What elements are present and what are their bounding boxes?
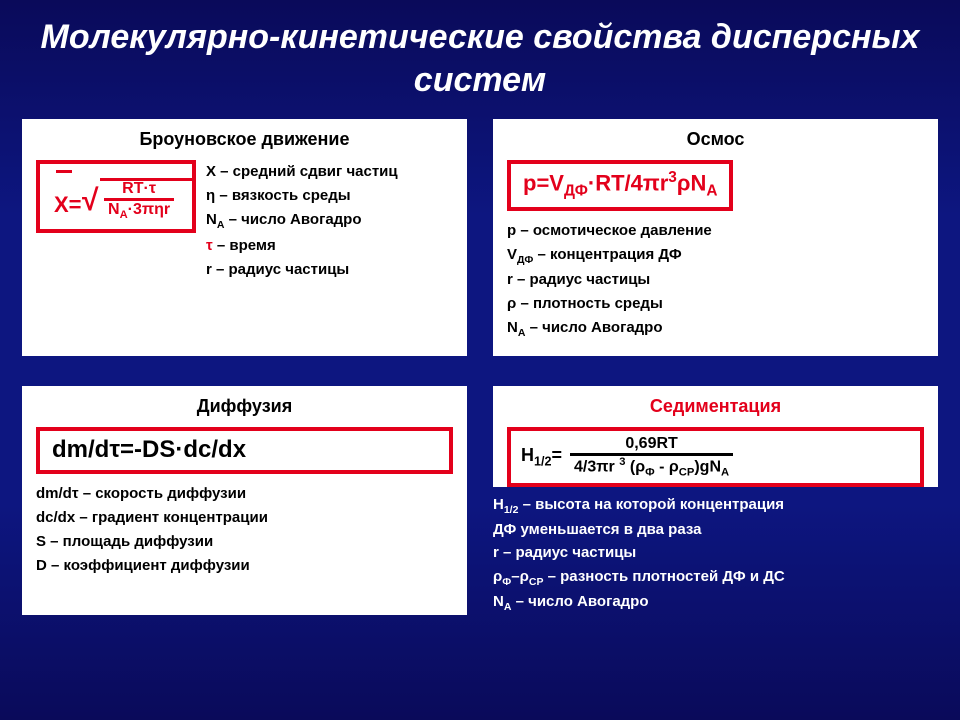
brownian-title: Броуновское движение <box>36 129 453 150</box>
sedimentation-title: Седиментация <box>507 396 924 417</box>
diffusion-title: Диффузия <box>36 396 453 417</box>
sedimentation-defs: H1/2 – высота на которой концентрация ДФ… <box>493 493 938 615</box>
card-diffusion: Диффузия dm/dτ=-DS·dc/dx dm/dτ – скорост… <box>22 386 467 615</box>
content-grid: Броуновское движение X= RT·τ NA·3πηr X –… <box>0 111 960 615</box>
slide-title: Молекулярно-кинетические свойства диспер… <box>0 0 960 111</box>
osmosis-defs: p – осмотическое давление VДФ – концентр… <box>507 219 924 343</box>
diffusion-formula-box: dm/dτ=-DS·dc/dx <box>36 427 453 473</box>
brownian-defs: X – средний сдвиг частиц η – вязкость ср… <box>206 160 398 282</box>
osmosis-formula-box: p=VДФ·RT/4πr3ρNA <box>507 160 733 211</box>
card-osmosis: Осмос p=VДФ·RT/4πr3ρNA p – осмотическое … <box>493 119 938 356</box>
brownian-formula-box: X= RT·τ NA·3πηr <box>36 160 196 233</box>
osmosis-title: Осмос <box>507 129 924 150</box>
diffusion-defs: dm/dτ – скорость диффузии dc/dx – градие… <box>36 482 453 578</box>
sedimentation-formula-box: H1/2= 0,69RT 4/3πr 3 (ρФ - ρСР)gNA <box>507 427 924 487</box>
card-sedimentation: Седиментация H1/2= 0,69RT 4/3πr 3 (ρФ - … <box>493 386 938 615</box>
card-brownian: Броуновское движение X= RT·τ NA·3πηr X –… <box>22 119 467 356</box>
